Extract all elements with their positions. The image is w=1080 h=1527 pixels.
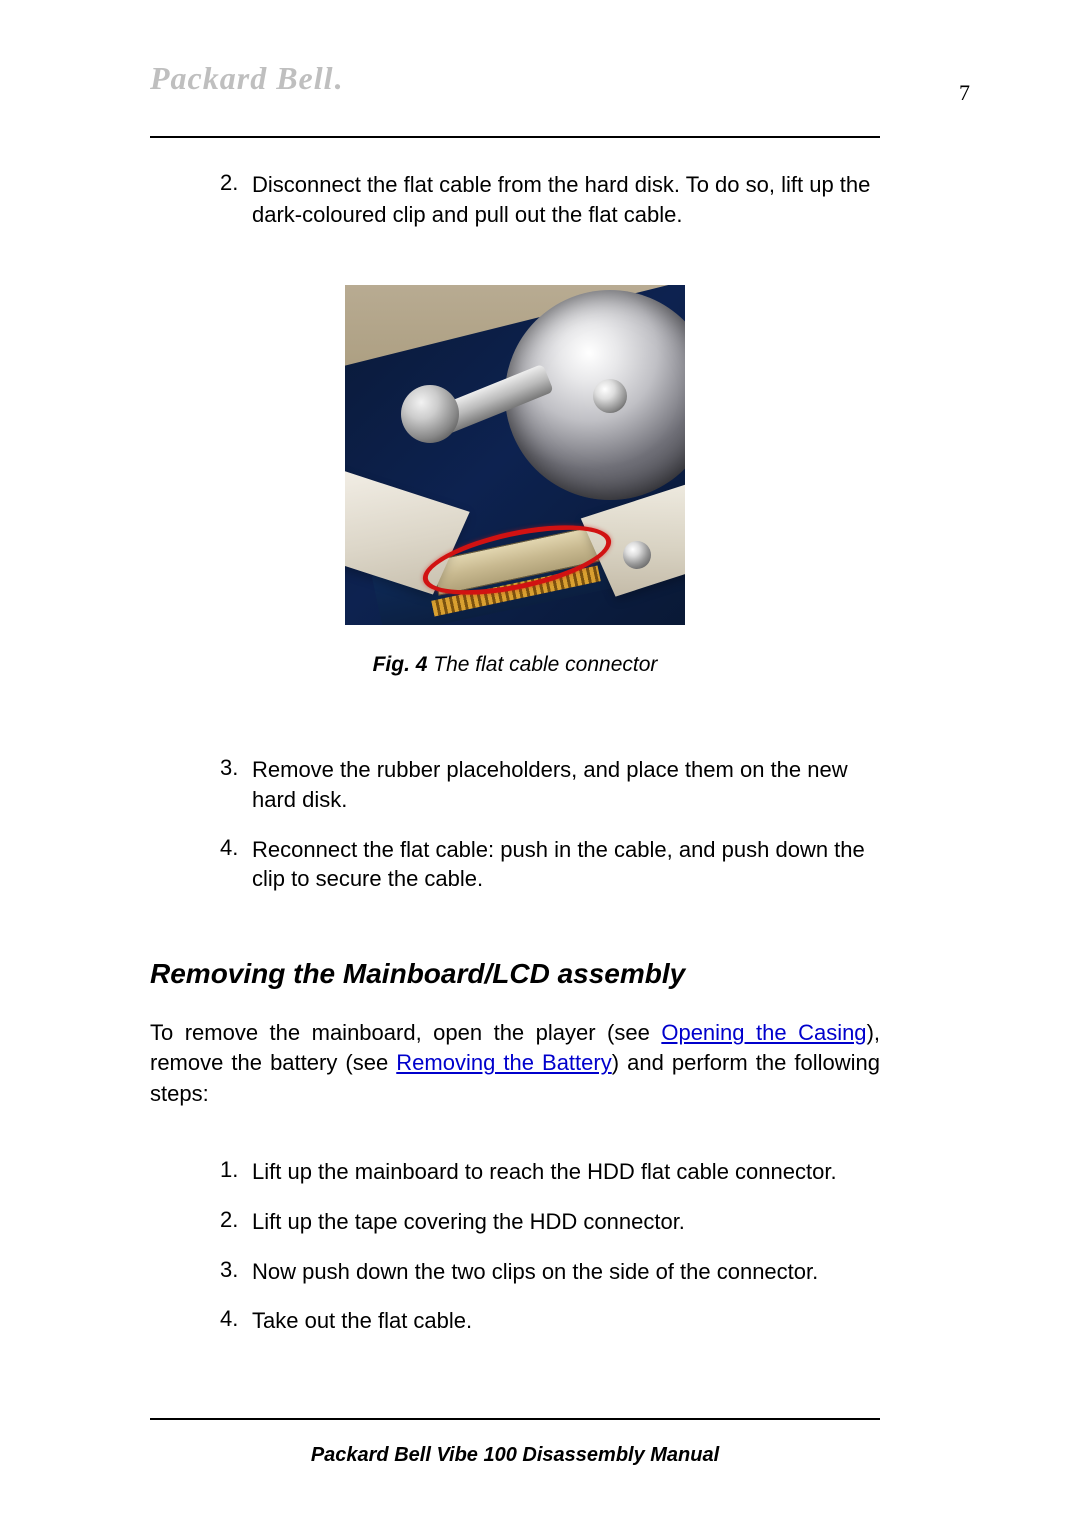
footer-text: Packard Bell Vibe 100 Disassembly Manual [311, 1444, 719, 1466]
page-header: Packard Bell. 7 [150, 60, 880, 138]
list-item: 1. Lift up the mainboard to reach the HD… [220, 1157, 880, 1187]
list-item: 3. Now push down the two clips on the si… [220, 1257, 880, 1287]
list-item-number: 4. [220, 1306, 252, 1336]
step-list-bottom: 1. Lift up the mainboard to reach the HD… [220, 1157, 880, 1336]
hdd-arm-pivot-shape [401, 385, 459, 443]
link-opening-casing[interactable]: Opening the Casing [661, 1020, 866, 1045]
page-content: 2. Disconnect the flat cable from the ha… [150, 138, 880, 1336]
list-item: 4. Take out the flat cable. [220, 1306, 880, 1336]
brand-logo: Packard Bell. [150, 60, 343, 97]
list-item: 3. Remove the rubber placeholders, and p… [220, 755, 880, 814]
brand-logo-dot: . [334, 60, 343, 96]
figure-caption: Fig. 4 The flat cable connector [150, 653, 880, 677]
list-item-number: 2. [220, 1207, 252, 1237]
figure-caption-label: Fig. 4 [373, 653, 428, 676]
list-item-number: 4. [220, 835, 252, 894]
figure-container [150, 285, 880, 625]
list-item-text: Now push down the two clips on the side … [252, 1257, 818, 1287]
list-item-text: Remove the rubber placeholders, and plac… [252, 755, 880, 814]
paragraph-text: To remove the mainboard, open the player… [150, 1020, 661, 1045]
link-removing-battery[interactable]: Removing the Battery [396, 1050, 611, 1075]
list-item-text: Lift up the tape covering the HDD connec… [252, 1207, 685, 1237]
section-paragraph: To remove the mainboard, open the player… [150, 1018, 880, 1109]
list-item-number: 3. [220, 1257, 252, 1287]
section-heading: Removing the Mainboard/LCD assembly [150, 958, 880, 990]
brand-logo-text: Packard Bell [150, 60, 334, 96]
list-item-text: Lift up the mainboard to reach the HDD f… [252, 1157, 837, 1187]
list-item: 2. Lift up the tape covering the HDD con… [220, 1207, 880, 1237]
figure-caption-text: The flat cable connector [427, 653, 657, 676]
list-item-number: 2. [220, 170, 252, 229]
step-list-mid: 3. Remove the rubber placeholders, and p… [220, 755, 880, 894]
list-item-number: 1. [220, 1157, 252, 1187]
page-number: 7 [959, 80, 970, 106]
list-item: 4. Reconnect the flat cable: push in the… [220, 835, 880, 894]
page-footer: Packard Bell Vibe 100 Disassembly Manual [150, 1418, 880, 1467]
list-item: 2. Disconnect the flat cable from the ha… [220, 170, 880, 229]
figure-image [345, 285, 685, 625]
list-item-text: Reconnect the flat cable: push in the ca… [252, 835, 880, 894]
list-item-number: 3. [220, 755, 252, 814]
step-list-top: 2. Disconnect the flat cable from the ha… [220, 170, 880, 229]
list-item-text: Take out the flat cable. [252, 1306, 472, 1336]
list-item-text: Disconnect the flat cable from the hard … [252, 170, 880, 229]
page-container: Packard Bell. 7 2. Disconnect the flat c… [150, 60, 880, 1467]
